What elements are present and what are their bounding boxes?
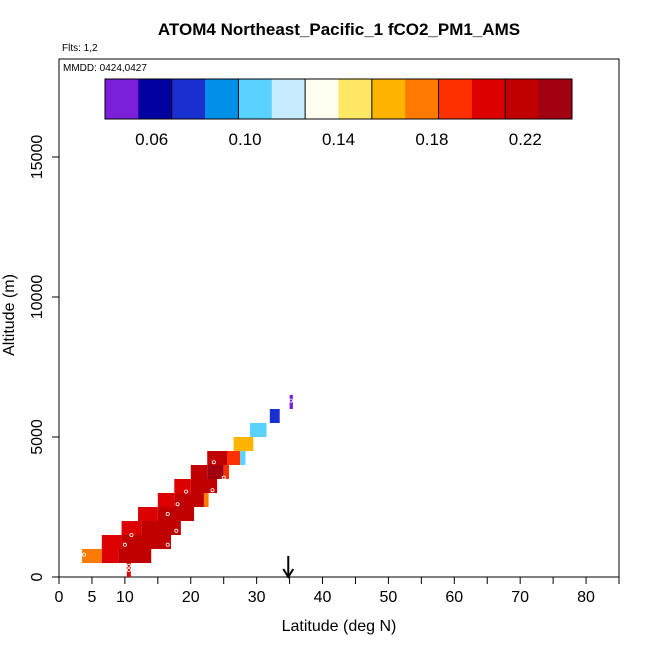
data-cells	[82, 395, 293, 577]
colorbar-segment-12	[505, 79, 540, 119]
x-tick-label: 0	[55, 589, 64, 606]
y-tick-label: 5000	[29, 419, 46, 455]
x-tick-label: 60	[445, 589, 463, 606]
colorbar-segment-8	[371, 79, 406, 119]
colorbar-frame	[104, 78, 573, 120]
colorbar-tick-label: 0.14	[322, 130, 355, 149]
y-tick-label: 0	[29, 572, 46, 581]
chart-title: ATOM4 Northeast_Pacific_1 fCO2_PM1_AMS	[158, 20, 520, 39]
data-cell-0	[82, 549, 102, 563]
data-cell-17	[207, 451, 227, 465]
x-tick-label: 40	[314, 589, 332, 606]
data-cell-3	[101, 535, 122, 549]
data-cell-10	[174, 493, 204, 507]
data-points	[82, 398, 293, 573]
colorbar-tick-label: 0.10	[229, 130, 262, 149]
colorbar-segment-5	[271, 79, 306, 119]
data-cell-5	[121, 521, 142, 535]
x-axis-label: Latitude (deg N)	[282, 618, 397, 635]
x-tick-label: 70	[511, 589, 529, 606]
sample-point-10	[211, 460, 216, 465]
x-tick-label: 5	[87, 589, 96, 606]
date-note: MMDD: 0424,0427	[63, 63, 147, 74]
sample-point-0	[82, 552, 87, 557]
sample-point-8	[210, 488, 215, 493]
colorbar-tick-label: 0.06	[135, 130, 168, 149]
latitude-marker-arrow	[282, 556, 295, 579]
flights-note: Flts: 1,2	[62, 43, 98, 54]
x-tick-label: 30	[248, 589, 266, 606]
data-cell-21	[250, 423, 267, 437]
data-cell-4	[121, 535, 171, 549]
sample-point-2	[129, 533, 134, 538]
x-tick-label: 20	[182, 589, 200, 606]
colorbar-segment-9	[405, 79, 440, 119]
colorbar-segment-6	[305, 79, 339, 119]
y-tick-label: 10000	[29, 275, 46, 320]
colorbar-segment-4	[238, 79, 273, 119]
sample-point-12	[126, 563, 131, 568]
sample-point-4	[174, 528, 179, 533]
data-cell-11	[203, 493, 209, 507]
colorbar-segment-7	[338, 79, 373, 119]
colorbar: 0.06 0.10 0.14 0.18 0.22	[104, 78, 573, 149]
data-cell-6	[141, 521, 181, 535]
data-cell-12	[174, 479, 191, 493]
sample-point-7	[184, 489, 189, 494]
x-axis: 0 5 10 20 30 40 50 60 70 80	[55, 577, 620, 606]
data-cell-24	[126, 563, 131, 577]
arrow-head	[282, 568, 295, 579]
sample-point-11	[288, 398, 293, 403]
data-cell-8	[157, 507, 195, 521]
data-cell-13	[190, 479, 218, 493]
colorbar-segment-13	[538, 79, 573, 119]
data-cell-7	[138, 507, 158, 521]
colorbar-segment-1	[138, 79, 173, 119]
y-axis: 0 5000 10000 15000	[29, 135, 59, 581]
data-cell-1	[101, 549, 119, 563]
y-tick-label: 15000	[29, 135, 46, 180]
sample-point-5	[165, 512, 170, 517]
colorbar-segment-2	[171, 79, 206, 119]
colorbar-segment-10	[438, 79, 473, 119]
data-cell-14	[190, 465, 208, 479]
data-cell-15	[207, 465, 224, 479]
data-cell-18	[227, 451, 241, 465]
plot-frame	[58, 58, 620, 578]
colorbar-tick-label: 0.18	[415, 130, 448, 149]
data-cell-2	[118, 549, 152, 563]
sample-point-3	[165, 542, 170, 547]
colorbar-segment-3	[205, 79, 239, 119]
data-cell-22	[269, 409, 280, 423]
data-cell-20	[233, 437, 254, 451]
colorbar-segment-0	[105, 79, 139, 119]
sample-point-13	[126, 568, 131, 573]
data-cell-9	[157, 493, 175, 507]
y-axis-label: Altitude (m)	[1, 274, 18, 356]
x-tick-label: 10	[116, 589, 134, 606]
sample-point-1	[122, 542, 127, 547]
data-cell-19	[240, 451, 246, 465]
sample-point-9	[221, 475, 226, 480]
data-cell-16	[223, 465, 229, 479]
x-tick-label: 80	[577, 589, 595, 606]
sample-point-6	[175, 502, 180, 507]
x-tick-label: 50	[380, 589, 398, 606]
colorbar-segment-11	[471, 79, 506, 119]
colorbar-tick-label: 0.22	[509, 130, 542, 149]
